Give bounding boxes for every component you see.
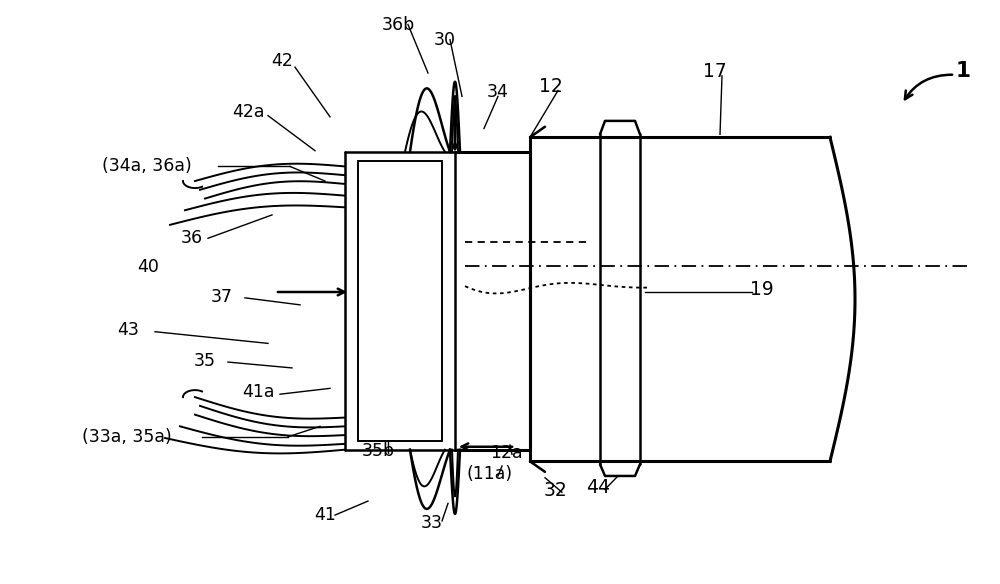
Text: 12: 12 xyxy=(539,77,563,96)
Text: 43: 43 xyxy=(117,321,139,339)
Text: 36: 36 xyxy=(181,230,203,247)
Text: 30: 30 xyxy=(434,31,456,48)
Text: 34: 34 xyxy=(487,84,509,101)
Text: 19: 19 xyxy=(750,280,774,298)
Text: 35: 35 xyxy=(194,352,216,370)
Text: 40: 40 xyxy=(137,259,159,276)
Text: 12a: 12a xyxy=(490,444,522,461)
Text: 35b: 35b xyxy=(361,442,395,460)
Text: 41: 41 xyxy=(314,506,336,524)
Text: (11a): (11a) xyxy=(467,465,513,483)
Text: 41a: 41a xyxy=(242,384,274,401)
Text: 17: 17 xyxy=(703,62,727,81)
Text: (34a, 36a): (34a, 36a) xyxy=(102,158,192,175)
Text: 36b: 36b xyxy=(381,16,415,33)
Text: 1: 1 xyxy=(956,61,970,81)
Text: 42: 42 xyxy=(271,53,293,70)
Text: 32: 32 xyxy=(543,481,567,500)
Text: 37: 37 xyxy=(211,288,233,305)
Text: 44: 44 xyxy=(586,478,610,497)
Text: (33a, 35a): (33a, 35a) xyxy=(82,428,172,446)
Text: 42a: 42a xyxy=(232,103,264,121)
Text: 33: 33 xyxy=(421,514,443,531)
